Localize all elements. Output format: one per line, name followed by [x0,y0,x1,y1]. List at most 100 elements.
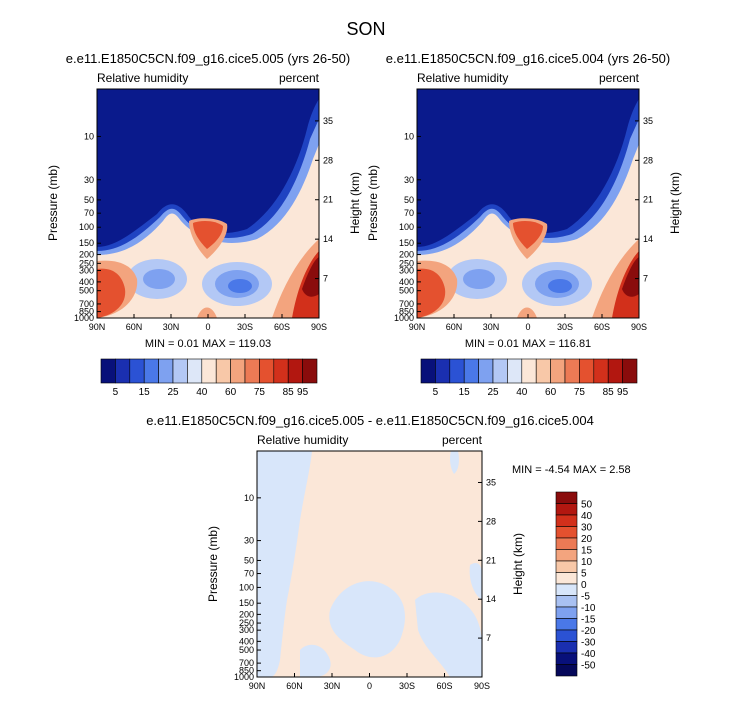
x-tick-label: 30S [399,681,415,691]
variable-label: Relative humidity [417,71,508,85]
y-axis-label: Pressure (mb) [366,165,380,241]
units-label: percent [442,433,483,447]
x-tick-label: 30N [163,322,180,332]
y-tick-label: 200 [239,609,254,619]
y-tick-label: 850 [399,307,414,317]
colorbar-swatch [100,358,116,384]
x-tick-label: 90N [249,681,266,691]
colorbar-swatch [507,358,523,384]
colorbar-swatch [555,641,578,654]
colorbar-swatch [555,595,578,608]
y-tick-label: 50 [404,195,414,205]
colorbar-swatch [555,664,578,677]
y2-tick-label: 14 [323,234,333,244]
y2-tick-label: 35 [643,116,653,126]
colorbar-swatch [555,491,578,504]
colorbar-label: 10 [581,557,593,568]
variable-label: Relative humidity [257,433,348,447]
colorbar-label: 20 [581,534,593,545]
panel-title: e.e11.E1850C5CN.f09_g16.cice5.005 - e.e1… [146,413,594,428]
min-max-stats: MIN = -4.54 MAX = 2.58 [512,464,631,476]
colorbar-label: 40 [581,511,593,522]
colorbar-label: 75 [254,387,266,398]
y-tick-label: 10 [404,131,414,141]
y-tick-label: 1000 [74,313,94,323]
y2-axis-label: Height (km) [511,533,525,595]
x-tick-label: 0 [205,322,210,332]
y2-tick-label: 35 [323,116,333,126]
colorbar-swatch [492,358,508,384]
colorbar-label: 95 [617,387,629,398]
min-max-stats: MIN = 0.01 MAX = 119.03 [145,338,271,350]
colorbar-swatch [420,358,436,384]
colorbar-swatch [550,358,566,384]
x-tick-label: 30S [237,322,253,332]
x-tick-label: 90S [474,681,490,691]
colorbar-label: -15 [581,615,596,626]
colorbar-label: 5 [581,569,587,580]
colorbar-label: 60 [545,387,557,398]
y-tick-label: 250 [399,258,414,268]
colorbar-swatch [555,560,578,573]
colorbar-swatch [302,358,318,384]
panel-model-004: e.e11.E1850C5CN.f09_g16.cice5.004 (yrs 2… [366,51,682,350]
x-tick-label: 90S [631,322,647,332]
colorbar-swatch [463,358,479,384]
colorbar-swatch [287,358,303,384]
y2-tick-label: 7 [486,633,491,643]
colorbar-label: 5 [433,387,439,398]
colorbar-swatch [555,652,578,665]
y-tick-label: 70 [244,569,254,579]
y2-axis-label: Height (km) [348,172,362,234]
colorbar-swatch [273,358,289,384]
colorbar-label: -10 [581,603,596,614]
colorbar-swatch [564,358,580,384]
colorbar-label: 50 [581,500,593,511]
x-tick-label: 0 [525,322,530,332]
y-tick-label: 400 [79,277,94,287]
colorbar-label: 15 [459,387,471,398]
colorbar-label: 15 [139,387,151,398]
colorbar-label: -40 [581,649,596,660]
colorbar-label: 25 [487,387,499,398]
colorbar-swatch [607,358,623,384]
y-tick-label: 100 [239,582,254,592]
y-tick-label: 400 [239,636,254,646]
panel-difference: e.e11.E1850C5CN.f09_g16.cice5.005 - e.e1… [146,413,630,691]
panel-title: e.e11.E1850C5CN.f09_g16.cice5.005 (yrs 2… [66,51,351,66]
x-tick-label: 60N [126,322,143,332]
x-tick-label: 90N [409,322,426,332]
units-label: percent [279,71,320,85]
y-tick-label: 70 [84,208,94,218]
y-tick-label: 10 [84,131,94,141]
colorbar-swatch [478,358,494,384]
colorbar-label: 30 [581,523,593,534]
x-tick-label: 0 [367,681,372,691]
colorbar-swatch [555,606,578,619]
y-tick-label: 30 [84,175,94,185]
y2-tick-label: 7 [323,274,328,284]
colorbar-swatch [555,537,578,550]
y-tick-label: 200 [79,250,94,260]
variable-label: Relative humidity [97,71,188,85]
x-tick-label: 60N [286,681,303,691]
y-tick-label: 500 [399,286,414,296]
y-tick-label: 700 [399,299,414,309]
colorbar-swatch [244,358,260,384]
y-tick-label: 50 [84,195,94,205]
contour-field [417,89,639,318]
colorbar-label: 95 [297,387,309,398]
colorbar-abs-left: 5 15 25 40 60 75 85 95 [100,358,318,398]
y2-tick-label: 28 [643,155,653,165]
colorbar-swatch [259,358,275,384]
y-tick-label: 100 [399,222,414,232]
min-max-stats: MIN = 0.01 MAX = 116.81 [465,338,591,350]
y2-tick-label: 14 [486,594,496,604]
y-tick-label: 200 [399,250,414,260]
x-tick-label: 90S [311,322,327,332]
y-tick-label: 700 [79,299,94,309]
y2-tick-label: 28 [486,516,496,526]
x-tick-label: 30N [324,681,341,691]
colorbar-swatch [555,514,578,527]
